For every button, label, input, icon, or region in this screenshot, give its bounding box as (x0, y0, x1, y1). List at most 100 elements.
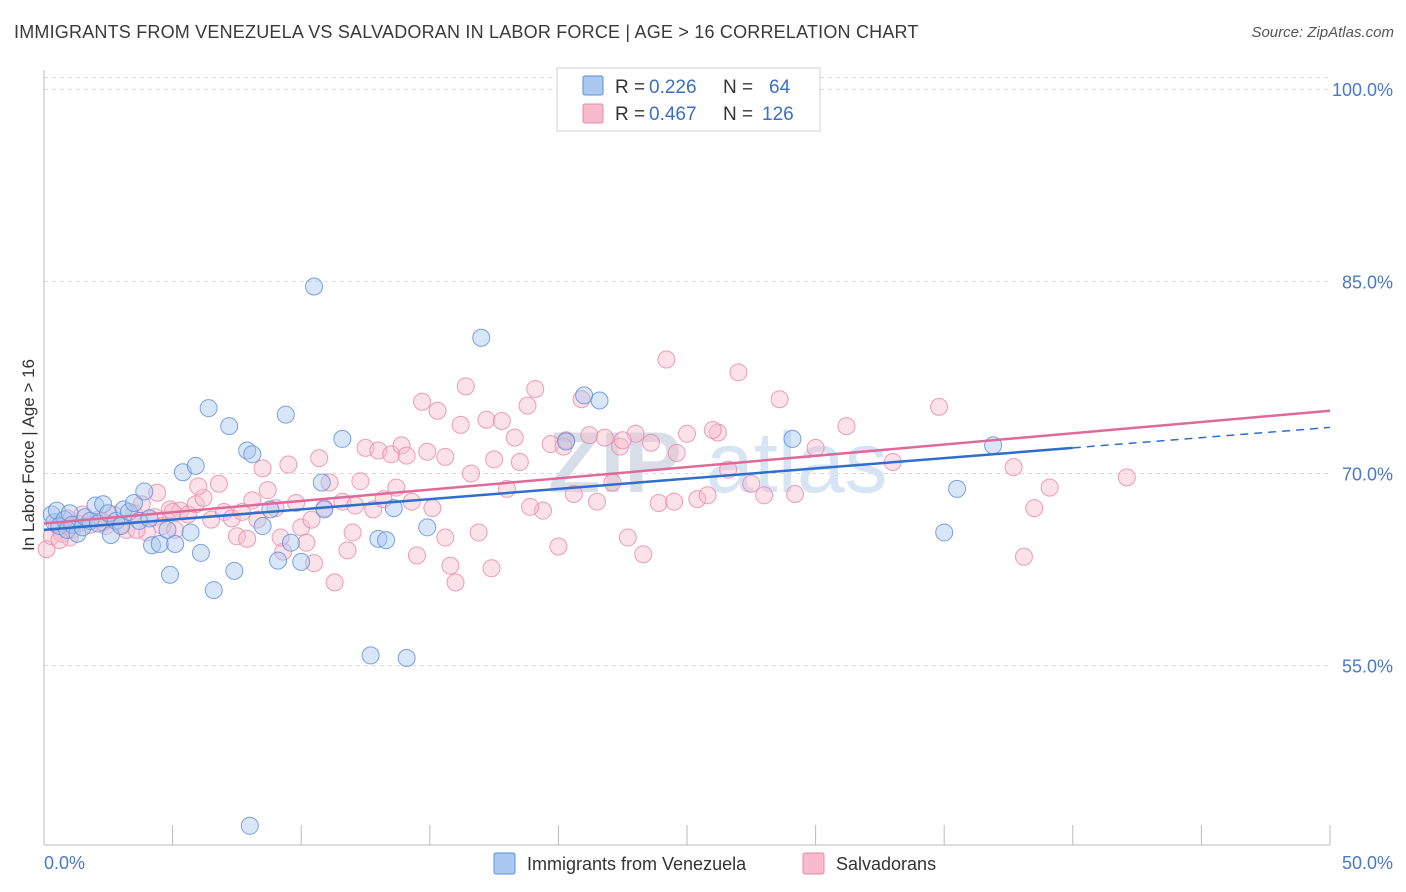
salvadorans-point (186, 495, 205, 514)
venezuela-point (948, 479, 967, 498)
y-tick-label: 100.0% (1332, 80, 1393, 100)
venezuela-point (281, 533, 300, 552)
salvadorans-point (930, 397, 949, 416)
salvadorans-point (477, 410, 496, 429)
venezuela-point (333, 429, 352, 448)
venezuela-point (186, 456, 205, 475)
salvadorans-point (1025, 499, 1044, 518)
salvadorans-point (703, 420, 722, 439)
salvadorans-point (708, 423, 727, 442)
salvadorans-point (413, 392, 432, 411)
y-tick-label: 70.0% (1342, 465, 1393, 485)
salvadorans-point (667, 444, 686, 463)
venezuela-point (94, 495, 113, 514)
venezuela-point (783, 429, 802, 448)
salvadorans-point (446, 573, 465, 592)
venezuela-point (204, 581, 223, 600)
salvadorans-point (325, 573, 344, 592)
salvadorans-point (310, 449, 329, 468)
salvadorans-point (554, 437, 573, 456)
venezuela-point (199, 399, 218, 418)
salvadorans-point (209, 474, 228, 493)
venezuela-point (305, 277, 324, 296)
y-tick-label: 55.0% (1342, 657, 1393, 677)
salvadorans-point (698, 486, 717, 505)
salvadorans-point (274, 542, 293, 561)
salvadorans-point (441, 556, 460, 575)
salvadorans-point (485, 450, 504, 469)
salvadorans-point (649, 493, 668, 512)
salvadorans-point (755, 486, 774, 505)
salvadorans-point (492, 411, 511, 430)
salvadorans-point (189, 477, 208, 496)
salvadorans-point (518, 396, 537, 415)
venezuela-point (101, 526, 120, 544)
x-tick-label: 0.0% (44, 853, 85, 873)
legend-r-value-2: 0.467 (649, 104, 697, 125)
salvadorans-point (436, 528, 455, 547)
salvadorans-point (603, 473, 622, 492)
salvadorans-point (837, 417, 856, 436)
legend-swatch-blue (582, 75, 604, 96)
salvadorans-point (258, 481, 277, 500)
salvadorans-point (423, 499, 442, 518)
x-tick-labels: 0.0% 50.0% (44, 853, 1393, 873)
salvadorans-point (806, 438, 825, 457)
salvadorans-point (1014, 547, 1033, 566)
venezuela-point (472, 328, 491, 347)
salvadorans-point (770, 390, 789, 409)
salvadorans-point (587, 492, 606, 511)
salvadorans-point (194, 488, 213, 507)
salvadorans-point (657, 350, 676, 369)
venezuela-point (225, 561, 244, 580)
salvadorans-point (351, 472, 370, 491)
legend-r-label-1: R = (615, 77, 645, 98)
salvadorans-point (227, 527, 246, 546)
legend-r-label-2: R = (615, 104, 645, 125)
venezuela-point (369, 529, 388, 548)
salvadorans-point (238, 529, 257, 548)
salvadorans-point (634, 545, 653, 564)
series-legend-venezuela: Immigrants from Venezuela (527, 854, 747, 874)
salvadorans-point (618, 528, 637, 547)
venezuela-point (575, 386, 594, 405)
salvadorans-point (1004, 458, 1023, 477)
salvadorans-point (50, 531, 69, 550)
salvadorans-point (397, 446, 416, 465)
venezuela-point (191, 543, 210, 562)
salvadorans-point (613, 431, 632, 450)
venezuela-trend-line (43, 446, 1073, 532)
venezuela-point (114, 500, 133, 519)
legend-r-value-1: 0.226 (649, 77, 697, 98)
salvadorans-point (564, 485, 583, 504)
series-legend-swatch-salvadorans (802, 852, 825, 875)
salvadorans-point (665, 492, 684, 511)
venezuela-trend-extension (1072, 426, 1331, 449)
salvadorans-point (549, 537, 568, 556)
venezuela-point (384, 499, 403, 518)
venezuela-point (377, 531, 396, 550)
venezuela-point (158, 520, 177, 539)
salvadorans-point (428, 401, 447, 420)
salvadorans-point (469, 523, 488, 542)
venezuela-point (418, 518, 437, 537)
salvadorans-point (407, 546, 426, 565)
venezuela-point (150, 534, 169, 553)
venezuela-point (240, 816, 259, 835)
venezuela-point (220, 417, 239, 436)
y-tick-labels: 55.0% 70.0% 85.0% 100.0% (1332, 80, 1393, 676)
salvadorans-point (580, 426, 599, 445)
salvadorans-point (436, 447, 455, 466)
venezuela-point (143, 536, 162, 555)
salvadorans-point (271, 528, 290, 547)
salvadorans-point (418, 442, 437, 461)
venezuela-point (125, 493, 144, 512)
venezuela-point (140, 509, 159, 528)
salvadorans-point (786, 485, 805, 504)
salvadorans-point (382, 445, 401, 464)
venezuela-point (292, 552, 311, 571)
venezuela-point (935, 523, 954, 542)
salvadorans-point (392, 436, 411, 455)
salvadorans-point (451, 415, 470, 434)
